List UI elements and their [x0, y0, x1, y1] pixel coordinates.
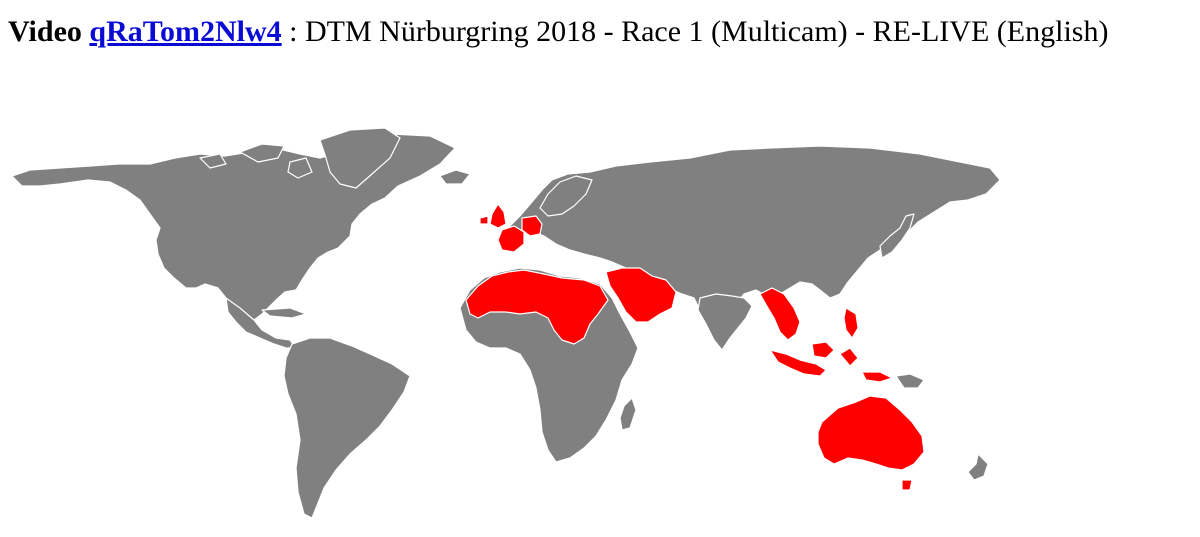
region-arctic-islands [199, 143, 313, 179]
heading-separator: : [281, 15, 305, 48]
region-north-america [11, 133, 456, 321]
map-land [11, 127, 1001, 519]
page-heading: Video qRaTom2Nlw4 : DTM Nürburgring 2018… [8, 14, 1108, 50]
region-madagascar [619, 397, 637, 431]
region-middle-east [605, 267, 677, 323]
region-iceland [439, 169, 471, 185]
region-southeast-asia-mainland [759, 287, 801, 341]
world-map [0, 118, 1200, 537]
region-france [497, 225, 525, 253]
region-greenland [319, 127, 401, 189]
region-papua-new-guinea [895, 373, 925, 389]
region-germany [521, 215, 543, 237]
region-india [697, 293, 753, 351]
region-philippines [843, 307, 859, 339]
region-north-africa [465, 269, 609, 345]
region-japan [879, 213, 915, 259]
video-label: Video [8, 15, 82, 48]
region-australia [817, 395, 925, 491]
video-id-link[interactable]: qRaTom2Nlw4 [89, 15, 282, 48]
region-south-america [283, 337, 411, 519]
region-new-zealand [967, 453, 989, 481]
region-indonesia-malaysia [769, 341, 893, 383]
world-map-svg [11, 127, 1001, 519]
video-title: DTM Nürburgring 2018 - Race 1 (Multicam)… [305, 15, 1109, 48]
region-united-kingdom [479, 203, 507, 229]
region-scandinavia [539, 175, 593, 217]
